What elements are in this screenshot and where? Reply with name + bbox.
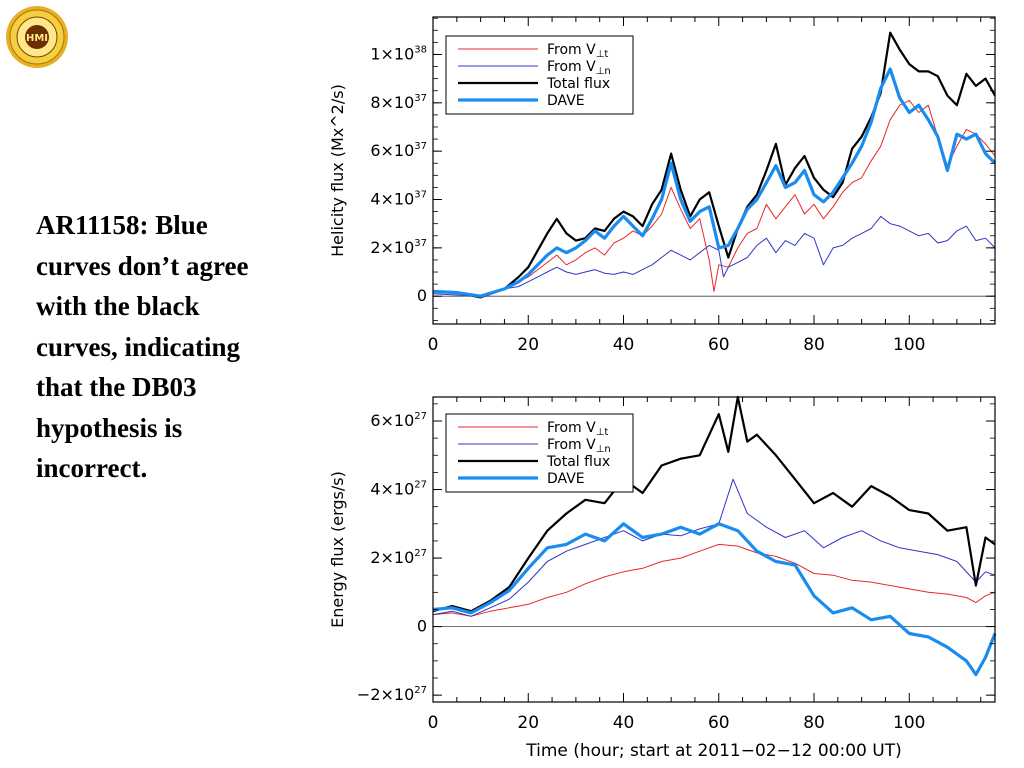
y-tick-label: 2×1037 [370, 238, 427, 257]
x-tick-label: 40 [613, 713, 635, 733]
legend-label: From V⊥n [547, 59, 611, 77]
series-line-from-v-t [432, 543, 996, 617]
chart-panel-2: 0 20 40 60 80 1006×10274×10272×10270−2×1027En… [328, 395, 997, 761]
x-tick-label: 60 [708, 713, 730, 733]
legend-label: DAVE [547, 93, 585, 109]
y-tick-label: 0 [417, 617, 427, 636]
x-tick-label: 0 [428, 335, 439, 355]
y-tick-label: 4×1037 [370, 190, 427, 209]
y-tick-label: 0 [417, 286, 427, 305]
x-tick-label: 20 [517, 335, 539, 355]
y-tick-label: 8×1037 [370, 93, 427, 112]
x-tick-label: 0 [428, 713, 439, 733]
y-axis-label: Helicity flux (Mx^2/s) [328, 84, 347, 257]
series-line-from-v-n [432, 478, 996, 617]
y-tick-label: 1×1038 [370, 44, 427, 63]
x-tick-label: 100 [893, 335, 925, 355]
y-tick-label: −2×1027 [357, 685, 427, 704]
y-axis-label: Energy flux (ergs/s) [328, 471, 347, 628]
legend-label: From V⊥n [547, 437, 611, 455]
series-line-total-flux [432, 395, 996, 613]
x-tick-label: 80 [803, 335, 825, 355]
logo-text: HMI [26, 33, 48, 44]
x-axis-label: Time (hour; start at 2011−02−12 00:00 UT… [525, 741, 901, 761]
x-tick-label: 100 [893, 713, 925, 733]
series-line-dave [432, 67, 997, 298]
hmi-logo: HMI [6, 6, 68, 68]
legend-label: Total flux [546, 76, 610, 92]
series-line-from-v-n [432, 215, 996, 297]
legend-label: From V⊥t [547, 420, 608, 438]
y-tick-label: 6×1037 [370, 141, 427, 160]
x-tick-label: 40 [613, 335, 635, 355]
series-line-from-v-t [432, 99, 996, 297]
slide-caption: AR11158: Blue curves don’t agree with th… [36, 210, 249, 483]
legend-label: DAVE [547, 471, 585, 487]
y-tick-label: 2×1027 [370, 548, 427, 567]
y-tick-label: 4×1027 [370, 480, 427, 499]
x-tick-label: 60 [708, 335, 730, 355]
legend-label: Total flux [546, 454, 610, 470]
plot-frame [432, 16, 996, 325]
legend-label: From V⊥t [547, 42, 608, 60]
y-tick-label: 6×1027 [370, 411, 427, 430]
x-tick-label: 20 [517, 713, 539, 733]
series-line-dave [432, 522, 997, 677]
plot-frame [432, 396, 996, 703]
chart-panel-1: 0 20 40 60 80 100 1×1038 8×1037 6×1037 4×1037 2×10… [328, 16, 997, 355]
logo-sunburst [6, 6, 68, 68]
x-tick-label: 80 [803, 713, 825, 733]
